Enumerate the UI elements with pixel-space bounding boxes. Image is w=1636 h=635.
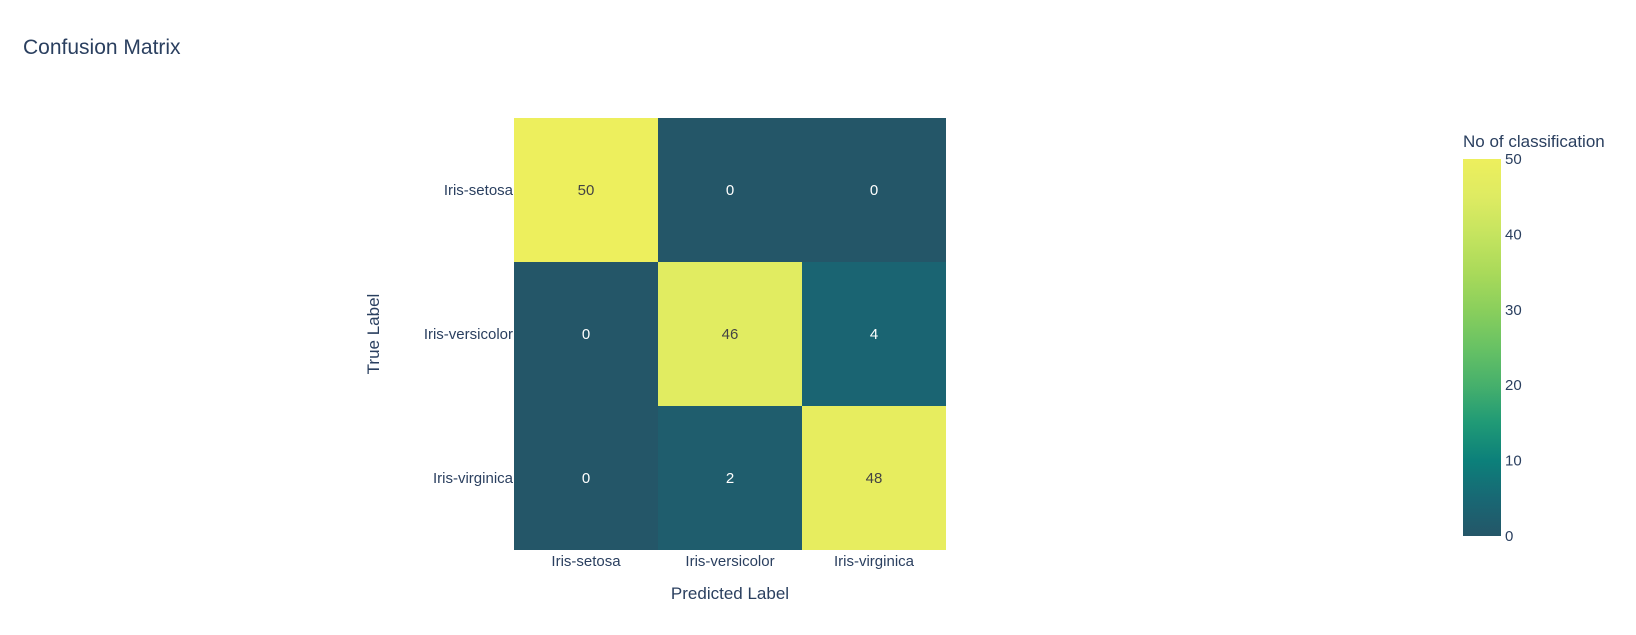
heatmap-cell: [514, 406, 658, 550]
heatmap-cell-label: 50: [578, 182, 595, 199]
colorbar-tick-label: 20: [1505, 377, 1522, 394]
chart-title: Confusion Matrix: [23, 36, 181, 59]
y-tick-label: Iris-virginica: [433, 470, 514, 487]
heatmap-cell-label: 4: [870, 326, 878, 343]
colorbar-tick-label: 50: [1505, 151, 1522, 168]
heatmap-cell: [658, 118, 802, 262]
colorbar-gradient: [1463, 159, 1501, 536]
y-axis-title: True Label: [364, 294, 383, 375]
heatmap-cell-label: 0: [726, 182, 734, 199]
y-tick-label: Iris-versicolor: [424, 326, 513, 343]
y-axis-ticks: Iris-setosa Iris-versicolor Iris-virginica: [424, 182, 514, 487]
heatmap-cell: [514, 262, 658, 406]
heatmap-cell-labels: 50 0 0 0 46 4 0 2 48: [578, 182, 883, 487]
heatmap-cells: [514, 118, 946, 550]
colorbar-tick-label: 40: [1505, 226, 1522, 243]
colorbar: No of classification 0 10 20 30 40 50: [1463, 132, 1605, 545]
colorbar-ticks: 0 10 20 30 40 50: [1505, 151, 1522, 545]
x-tick-label: Iris-setosa: [551, 553, 621, 570]
heatmap-cell: [802, 262, 946, 406]
x-tick-label: Iris-versicolor: [685, 553, 774, 570]
heatmap-cell-label: 0: [582, 470, 590, 487]
heatmap-cell: [802, 406, 946, 550]
heatmap-cell: [658, 406, 802, 550]
heatmap-cell: [802, 118, 946, 262]
heatmap-cell-label: 2: [726, 470, 734, 487]
x-axis-title: Predicted Label: [671, 584, 789, 603]
heatmap-cell: [658, 262, 802, 406]
heatmap-cell-label: 48: [866, 470, 883, 487]
x-axis-ticks: Iris-setosa Iris-versicolor Iris-virginica: [551, 553, 914, 570]
colorbar-tick-label: 30: [1505, 302, 1522, 319]
colorbar-tick-label: 10: [1505, 453, 1522, 470]
colorbar-tick-label: 0: [1505, 528, 1513, 545]
heatmap-cell-label: 0: [870, 182, 878, 199]
colorbar-title: No of classification: [1463, 132, 1605, 151]
heatmap-cell-label: 46: [722, 326, 739, 343]
y-tick-label: Iris-setosa: [444, 182, 514, 199]
x-tick-label: Iris-virginica: [834, 553, 915, 570]
heatmap-cell: [514, 118, 658, 262]
heatmap-cell-label: 0: [582, 326, 590, 343]
